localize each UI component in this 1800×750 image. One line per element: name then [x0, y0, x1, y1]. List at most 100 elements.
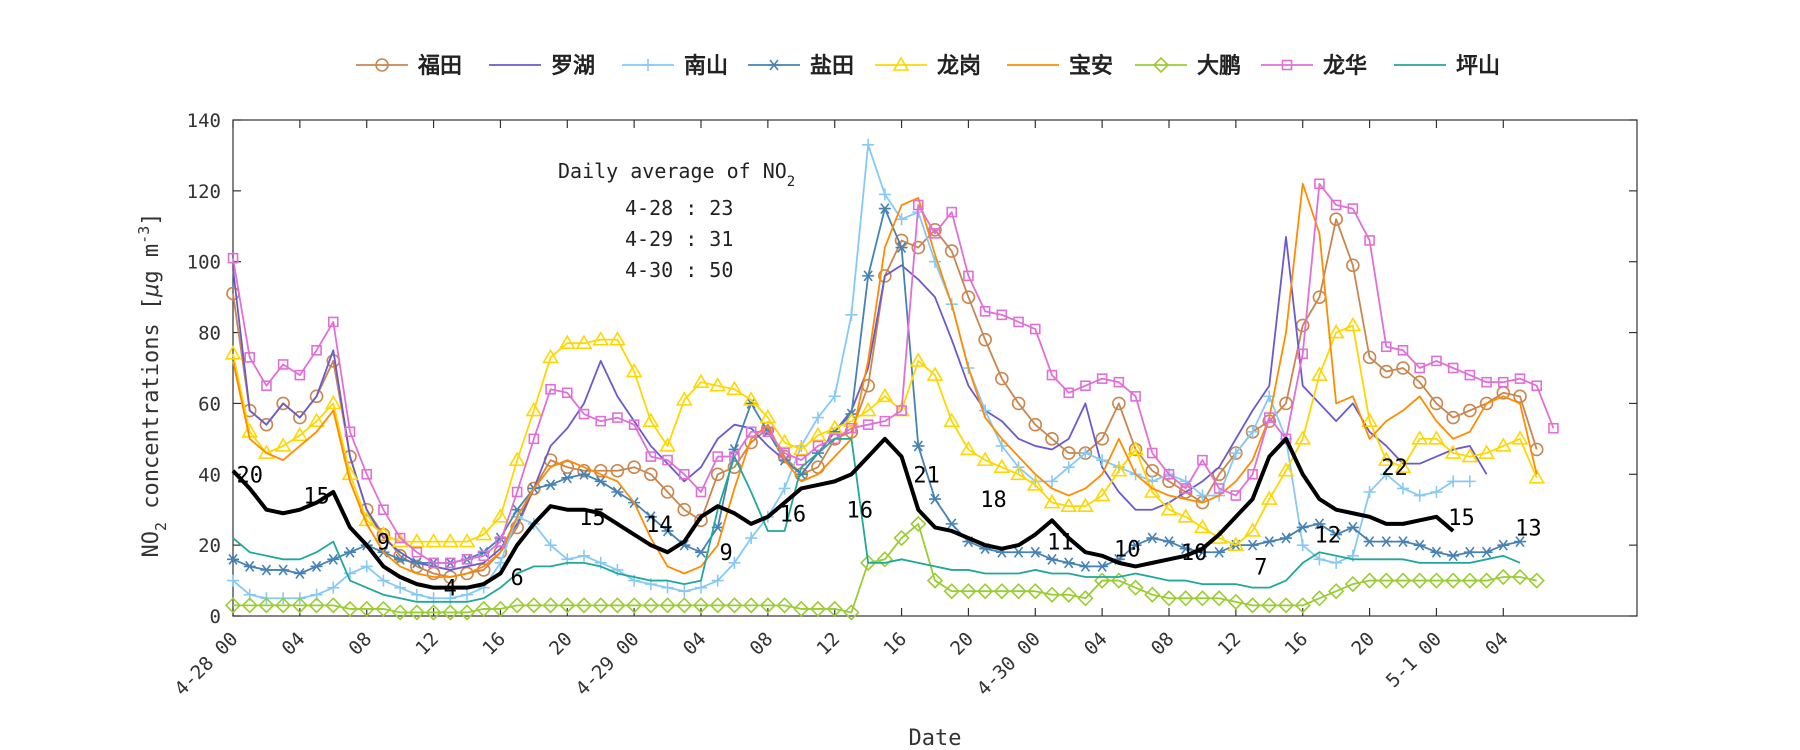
data-point [960, 440, 977, 456]
data-point [277, 359, 289, 370]
average-value-label: 21 [913, 463, 940, 488]
data-point [394, 581, 407, 594]
data-point [1194, 590, 1211, 607]
data-point [812, 440, 824, 452]
annotation-title: Daily average of NO2 [558, 159, 795, 190]
data-point [1277, 462, 1295, 477]
data-point [1377, 451, 1395, 466]
data-point [1346, 521, 1359, 533]
x-tick-label: 08 [746, 628, 778, 660]
data-point [227, 553, 239, 565]
data-point [1313, 518, 1326, 530]
data-point [260, 564, 273, 576]
data-point [795, 454, 807, 466]
data-point [1211, 590, 1228, 607]
average-value-label: 20 [236, 463, 263, 488]
data-point [1043, 586, 1061, 603]
data-point [1428, 430, 1445, 445]
legend-marker [892, 56, 910, 71]
series-line [232, 143, 1470, 600]
data-point [1046, 553, 1058, 565]
data-point [1077, 590, 1094, 607]
data-point [1029, 323, 1041, 335]
data-point [1429, 396, 1444, 411]
series-line [232, 182, 1538, 578]
data-point [561, 387, 573, 399]
data-point [1197, 454, 1208, 466]
data-point [859, 401, 877, 417]
x-tick-label: 08 [345, 628, 377, 660]
x-tick-label: 4-28 00 [170, 628, 242, 700]
data-point [843, 604, 860, 621]
y-axis-label: NO2 concentrations [μg m-3] [135, 212, 170, 557]
data-point [929, 255, 941, 268]
data-point [410, 588, 423, 601]
data-point [578, 549, 590, 562]
data-point [1413, 489, 1426, 502]
data-point [995, 439, 1008, 452]
data-point [745, 426, 757, 438]
data-point [675, 391, 693, 406]
data-point [1160, 590, 1178, 607]
data-point [878, 188, 891, 201]
data-point [611, 486, 624, 498]
legend-entry-2: 罗湖 [489, 54, 595, 79]
data-point [726, 380, 743, 396]
x-tick-label: 04 [679, 628, 711, 660]
data-point [1280, 532, 1292, 544]
data-point [1227, 536, 1245, 551]
data-point [1411, 430, 1429, 445]
data-point [1229, 447, 1242, 460]
data-point [444, 557, 456, 569]
data-point [896, 405, 907, 416]
data-point [826, 600, 843, 618]
average-value-label: 11 [1047, 531, 1074, 556]
data-point [809, 600, 827, 618]
data-point [1060, 586, 1077, 603]
data-point [1513, 389, 1527, 404]
data-point [1313, 553, 1326, 566]
x-tick-label: 12 [411, 628, 443, 660]
data-point [344, 546, 356, 558]
data-point [845, 308, 858, 321]
data-point [224, 345, 242, 360]
data-point [261, 380, 272, 392]
legend-label: 南山 [684, 54, 728, 79]
data-point [410, 557, 423, 569]
data-point [1213, 546, 1226, 558]
data-point [1079, 447, 1092, 460]
data-point [1380, 536, 1393, 548]
data-point [308, 412, 325, 427]
data-point [309, 389, 324, 404]
data-point [1430, 546, 1443, 558]
data-point [929, 493, 941, 505]
data-point [1062, 461, 1075, 474]
data-point [895, 242, 908, 254]
data-point [310, 560, 323, 572]
data-point [410, 559, 424, 574]
data-point [609, 331, 626, 346]
average-value-label: 15 [303, 485, 330, 510]
data-point [1514, 373, 1526, 384]
data-point [1279, 396, 1293, 411]
data-point [1548, 422, 1559, 434]
data-point [291, 426, 309, 442]
data-point [1411, 572, 1428, 589]
data-point [692, 597, 710, 614]
data-point [662, 454, 673, 466]
average-value-label: 13 [1515, 516, 1542, 541]
data-point [627, 460, 641, 475]
data-point [993, 583, 1010, 600]
data-point [1497, 539, 1510, 551]
data-point [1177, 508, 1195, 523]
data-point [542, 597, 559, 614]
x-tick-label: 20 [545, 628, 577, 660]
data-point [227, 252, 239, 264]
data-point [392, 604, 409, 621]
data-point [812, 411, 824, 424]
data-point [461, 588, 473, 601]
annotation-line-2: 4-29 : 31 [625, 227, 733, 251]
data-point [1344, 575, 1361, 593]
legend-marker [1281, 59, 1293, 71]
data-point [625, 362, 643, 378]
